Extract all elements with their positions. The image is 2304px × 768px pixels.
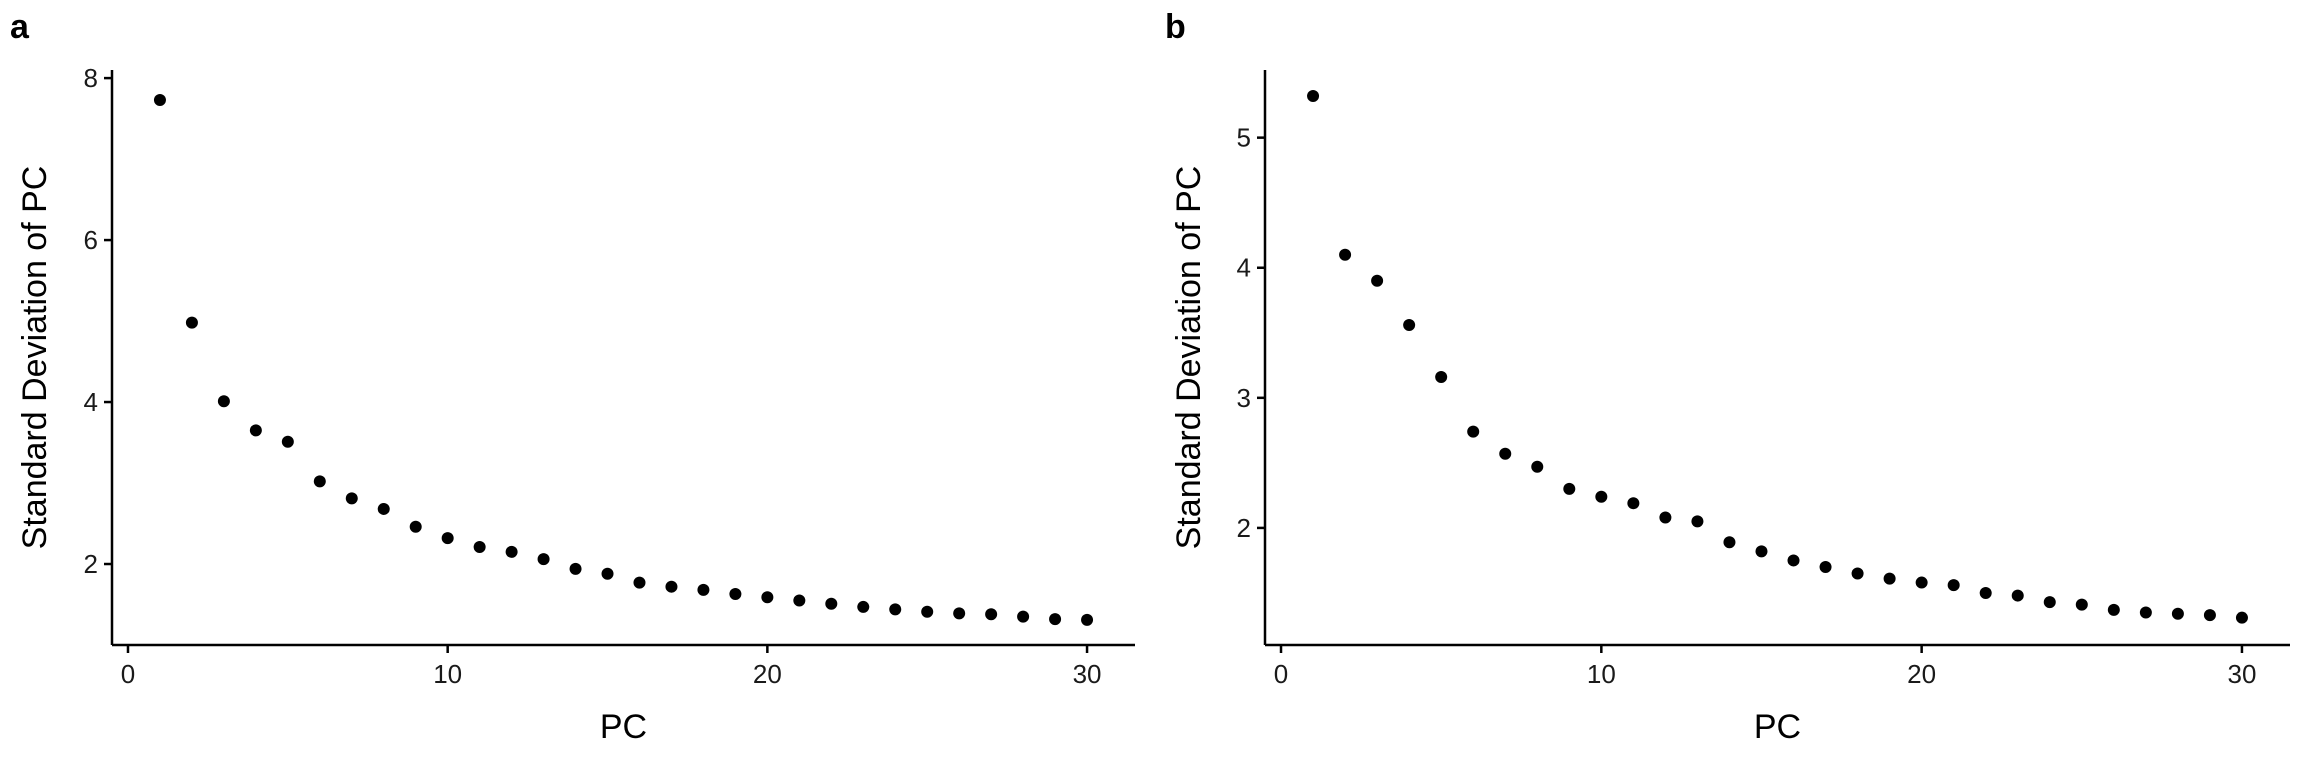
data-point	[1915, 576, 1928, 589]
data-point	[1435, 371, 1448, 384]
x-tick-label: 10	[433, 659, 462, 689]
data-point	[2011, 589, 2024, 602]
data-point	[2075, 598, 2088, 611]
y-tick-label: 3	[1237, 383, 1251, 413]
y-axis-title: Standard Deviation of PC	[1170, 166, 1208, 550]
data-point	[761, 591, 774, 604]
x-tick-label: 0	[1274, 659, 1288, 689]
data-point	[249, 424, 262, 437]
panel-label: a	[10, 8, 30, 46]
x-tick-label: 20	[753, 659, 782, 689]
data-point	[1499, 447, 1512, 460]
data-point	[1723, 536, 1736, 549]
data-point	[537, 553, 550, 566]
data-point	[345, 492, 358, 505]
data-point	[569, 562, 582, 575]
data-point	[1947, 579, 1960, 592]
data-point	[1307, 90, 1320, 103]
data-point	[665, 580, 678, 593]
panel-a: a 2 4 6 8 0 10 20 30 PC Standard Deviation of PC	[10, 8, 1135, 746]
data-point	[281, 435, 294, 448]
data-point	[313, 475, 326, 488]
data-point	[2203, 609, 2216, 622]
y-tick-label: 2	[1237, 513, 1251, 543]
data-point	[185, 316, 198, 329]
data-point	[2107, 603, 2120, 616]
data-point	[441, 532, 454, 545]
data-point	[1883, 572, 1896, 585]
data-point	[601, 567, 614, 580]
data-point	[473, 541, 486, 554]
data-point	[505, 545, 518, 558]
y-tick-label: 6	[84, 225, 98, 255]
data-point	[1049, 613, 1062, 626]
data-point	[985, 608, 998, 621]
y-tick-label: 5	[1237, 123, 1251, 153]
data-point	[921, 605, 934, 618]
data-point	[1627, 497, 1640, 510]
data-point	[1691, 515, 1704, 528]
data-point	[1403, 318, 1416, 331]
data-point	[1531, 460, 1544, 473]
x-tick-label: 10	[1587, 659, 1616, 689]
data-point	[1595, 490, 1608, 503]
data-point	[377, 502, 390, 515]
y-tick-label: 8	[84, 63, 98, 93]
data-point	[793, 594, 806, 607]
y-tick-label: 2	[84, 549, 98, 579]
data-point	[633, 576, 646, 589]
data-point	[1659, 511, 1672, 524]
data-point	[825, 597, 838, 610]
data-point	[1851, 567, 1864, 580]
data-point	[1787, 554, 1800, 567]
data-point	[2171, 607, 2184, 620]
data-point	[2139, 606, 2152, 619]
y-axis-title: Standard Deviation of PC	[16, 166, 54, 550]
data-point	[1755, 545, 1768, 558]
y-tick-label: 4	[1237, 253, 1251, 283]
data-point	[1563, 482, 1576, 495]
y-tick-label: 4	[84, 387, 98, 417]
data-point	[2043, 596, 2056, 609]
data-point	[1339, 248, 1352, 261]
x-tick-label: 30	[2227, 659, 2256, 689]
x-axis-title: PC	[1754, 708, 1801, 746]
x-tick-label: 30	[1073, 659, 1102, 689]
data-point	[153, 93, 166, 106]
x-tick-label: 0	[121, 659, 135, 689]
data-point	[1017, 610, 1030, 623]
data-point	[1371, 274, 1384, 287]
x-tick-label: 20	[1907, 659, 1936, 689]
data-point	[857, 600, 870, 613]
x-axis-title: PC	[600, 708, 647, 746]
panel-b: b 2 3 4 5 0 10 20 30 PC Standard Deviation of PC	[1165, 8, 2290, 746]
data-point	[1467, 425, 1480, 438]
panel-label: b	[1165, 8, 1186, 46]
data-point	[953, 607, 966, 620]
data-point	[697, 583, 710, 596]
data-point	[729, 587, 742, 600]
data-point	[1979, 586, 1992, 599]
data-point	[1819, 560, 1832, 573]
data-point	[2235, 611, 2248, 624]
data-point	[409, 520, 422, 533]
data-point	[1081, 613, 1094, 626]
data-point	[889, 603, 902, 616]
data-point	[217, 395, 230, 408]
